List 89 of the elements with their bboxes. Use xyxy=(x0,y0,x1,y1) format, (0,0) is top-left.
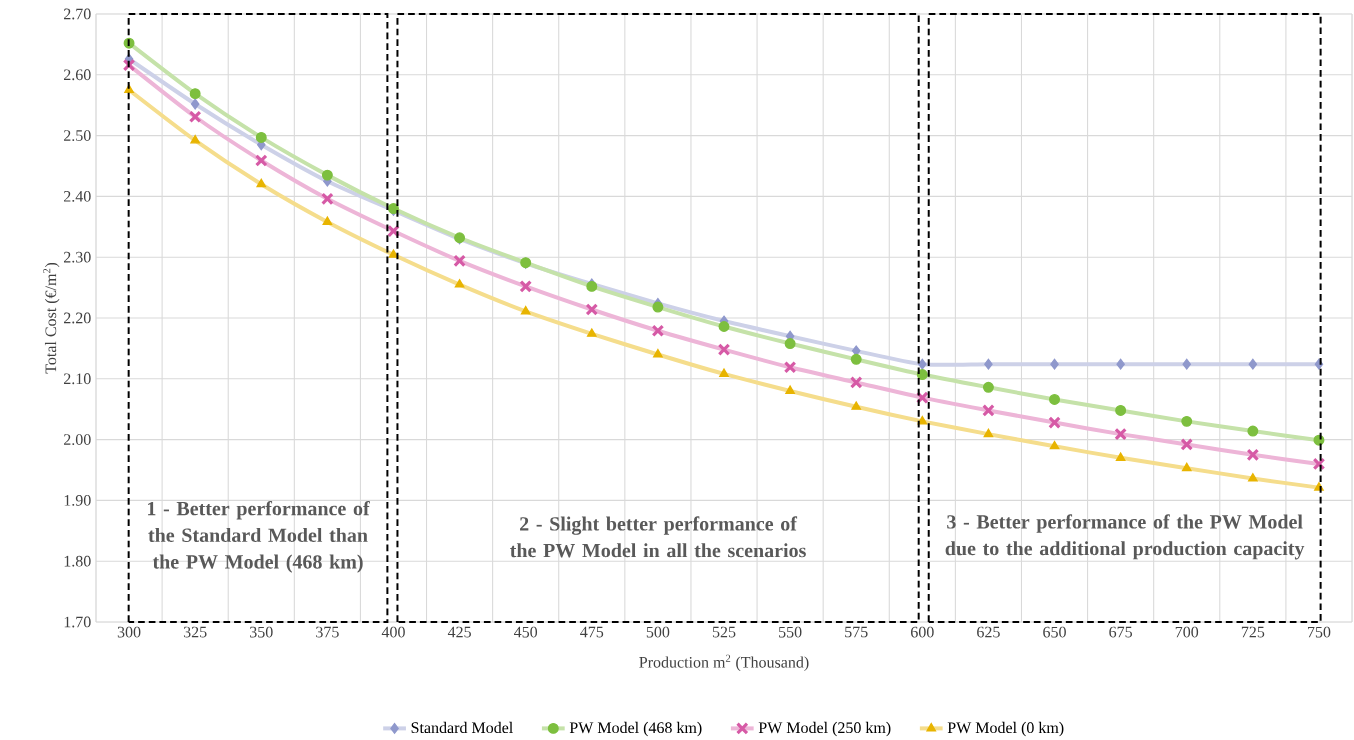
x-tick-label: 600 xyxy=(911,626,934,638)
point xyxy=(784,361,796,374)
point xyxy=(189,110,202,123)
legend-label: PW Model (0 km) xyxy=(947,721,1064,737)
point xyxy=(652,324,664,337)
point xyxy=(1181,415,1193,427)
y-tick-label: 2.30 xyxy=(64,251,91,263)
point xyxy=(785,385,795,395)
point xyxy=(719,368,729,378)
point xyxy=(1115,452,1126,461)
point xyxy=(1180,438,1193,451)
point xyxy=(984,358,993,370)
point xyxy=(520,305,531,315)
point xyxy=(1049,394,1060,405)
point xyxy=(983,428,994,438)
y-tick-label: 2.50 xyxy=(64,130,91,142)
point xyxy=(322,216,333,225)
point xyxy=(1247,448,1259,461)
x-tick-label: 475 xyxy=(580,626,604,638)
x-tick-label: 650 xyxy=(1043,626,1066,638)
point xyxy=(1050,358,1059,370)
point xyxy=(255,131,267,143)
point xyxy=(653,349,663,358)
x-tick-label: 525 xyxy=(712,626,736,638)
x-tick-label: 450 xyxy=(514,626,538,638)
y-tick-label: 2.00 xyxy=(64,434,91,446)
x-tick-label: 300 xyxy=(117,626,141,638)
point xyxy=(255,154,268,167)
y-tick-label: 2.70 xyxy=(64,8,91,20)
x-tick-label: 725 xyxy=(1241,626,1265,638)
y-tick-label: 2.20 xyxy=(64,312,91,324)
point xyxy=(850,353,862,365)
x-tick-label: 550 xyxy=(779,626,802,638)
point xyxy=(784,338,796,350)
y-tick-label: 1.90 xyxy=(64,494,91,506)
point xyxy=(1247,425,1259,437)
point xyxy=(982,381,994,393)
point xyxy=(585,303,598,316)
legend-label: PW Model (250 km) xyxy=(758,721,891,737)
point xyxy=(454,279,465,288)
point xyxy=(519,280,532,293)
point xyxy=(982,404,995,417)
point xyxy=(850,376,863,389)
point xyxy=(1248,473,1258,482)
x-tick-label: 700 xyxy=(1175,626,1199,638)
x-tick-label: 350 xyxy=(250,626,273,638)
x-tick-label: 425 xyxy=(447,626,471,638)
point xyxy=(1049,440,1060,450)
y-tick-label: 2.60 xyxy=(64,69,91,81)
annotation: 1 - Better performance of the Standard Model than the PW Model (468 km) xyxy=(148,501,370,573)
point xyxy=(851,401,862,410)
x-tick-label: 750 xyxy=(1308,626,1331,638)
point xyxy=(1181,462,1192,472)
legend-label: Standard Model xyxy=(411,721,513,734)
x-tick-label: 675 xyxy=(1109,626,1133,638)
point xyxy=(916,369,928,381)
point xyxy=(586,328,597,337)
point xyxy=(718,343,730,356)
annotation: 3 - Better performance of the PW Model due to the additional production capacity xyxy=(945,514,1305,560)
y-tick-label: 1.70 xyxy=(64,616,91,628)
point xyxy=(1248,358,1258,370)
x-tick-label: 400 xyxy=(381,626,405,638)
y-tick-label: 1.80 xyxy=(64,555,91,567)
point xyxy=(918,358,927,370)
point xyxy=(190,98,200,110)
point xyxy=(652,301,664,313)
x-tick-label: 625 xyxy=(977,626,1000,638)
point xyxy=(321,192,334,205)
point xyxy=(1048,416,1061,429)
x-tick-label: 500 xyxy=(646,626,670,638)
x-axis-title: Production m$^{2}$ (Thousand) xyxy=(639,654,809,671)
point xyxy=(453,255,466,267)
point xyxy=(1182,358,1192,370)
y-tick-label: 2.10 xyxy=(64,373,91,385)
point xyxy=(1115,404,1127,416)
y-tick-label: 2.40 xyxy=(64,190,91,202)
point xyxy=(1116,358,1125,370)
point xyxy=(189,88,201,100)
x-tick-label: 375 xyxy=(316,626,339,638)
point xyxy=(1114,428,1127,440)
point xyxy=(256,178,267,188)
point xyxy=(190,134,200,144)
point xyxy=(321,169,333,181)
legend-label: PW Model (468 km) xyxy=(569,721,702,737)
x-tick-label: 325 xyxy=(183,626,207,638)
point xyxy=(718,321,730,332)
annotation: 2 - Slight better performance of the PW Model in all the scenarios xyxy=(510,516,806,558)
x-tick-label: 575 xyxy=(845,626,868,638)
y-axis-title: Total Cost (€/m$^{2}$) xyxy=(43,262,60,374)
